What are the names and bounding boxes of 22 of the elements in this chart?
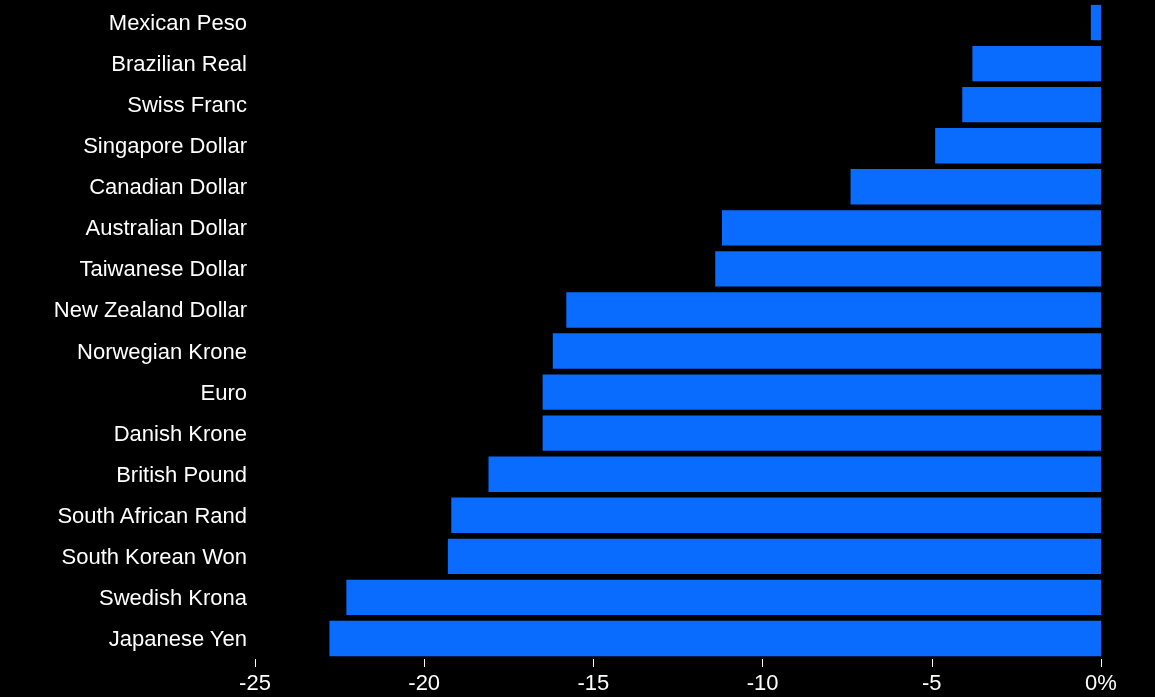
- y-tick-label: Brazilian Real: [111, 51, 247, 77]
- y-tick-label: Taiwanese Dollar: [79, 256, 247, 282]
- y-tick-label: Swedish Krona: [99, 584, 248, 610]
- y-tick-label: South Korean Won: [61, 543, 247, 569]
- x-tick-label: -15: [577, 669, 610, 695]
- y-tick-label: Danish Krone: [113, 420, 247, 446]
- x-tick-label: -20: [408, 669, 441, 695]
- y-tick-label: Euro: [200, 379, 247, 405]
- x-tick-label: -25: [239, 669, 271, 695]
- x-tick-label: -10: [746, 669, 779, 695]
- y-tick-label: Australian Dollar: [85, 215, 247, 241]
- y-tick-label: Japanese Yen: [108, 625, 247, 651]
- y-tick-label: New Zealand Dollar: [53, 297, 247, 323]
- y-tick-label: Canadian Dollar: [89, 174, 247, 200]
- x-tick-label: -5: [922, 669, 942, 695]
- y-tick-label: Swiss Franc: [127, 92, 247, 118]
- y-tick-label: Mexican Peso: [108, 10, 247, 36]
- y-tick-label: South African Rand: [57, 502, 247, 528]
- x-tick-label: 0%: [1085, 669, 1117, 695]
- y-tick-label: British Pound: [116, 461, 247, 487]
- y-tick-label: Singapore Dollar: [83, 133, 247, 159]
- y-tick-label: Norwegian Krone: [77, 338, 247, 364]
